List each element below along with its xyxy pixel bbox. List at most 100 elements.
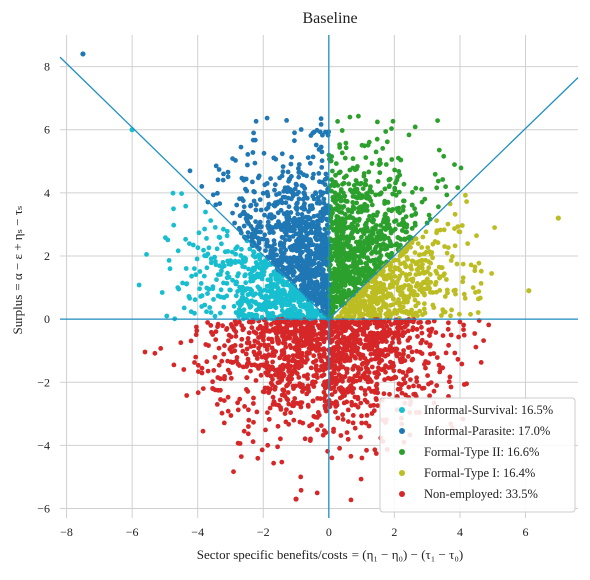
formal-type-i-point bbox=[383, 295, 389, 300]
formal-type-i-point bbox=[412, 250, 418, 256]
informal-survival-point bbox=[287, 290, 293, 296]
informal-survival-point bbox=[253, 260, 259, 265]
non-employed-point bbox=[417, 349, 423, 355]
formal-type-ii-point bbox=[396, 189, 402, 195]
formal-type-ii-point bbox=[333, 278, 339, 283]
non-employed-point bbox=[258, 372, 264, 378]
non-employed-point bbox=[272, 372, 278, 378]
non-employed-point bbox=[195, 362, 201, 368]
formal-type-ii-point bbox=[341, 263, 347, 269]
formal-type-i-point bbox=[376, 297, 382, 303]
non-employed-point bbox=[304, 353, 309, 359]
informal-parasite-point bbox=[276, 257, 282, 263]
informal-parasite-point bbox=[307, 271, 312, 277]
formal-type-i-point bbox=[422, 292, 427, 298]
non-employed-point bbox=[425, 320, 430, 325]
formal-type-ii-point bbox=[354, 200, 359, 206]
formal-type-i-point bbox=[407, 271, 413, 277]
non-employed-point bbox=[246, 330, 252, 336]
non-employed-point bbox=[194, 328, 200, 334]
non-employed-point bbox=[259, 447, 265, 453]
formal-type-i-point bbox=[392, 273, 398, 279]
formal-type-ii-point bbox=[452, 162, 457, 168]
formal-type-i-point bbox=[387, 285, 393, 290]
formal-type-i-point bbox=[394, 281, 400, 286]
informal-parasite-point bbox=[278, 247, 283, 253]
non-employed-point bbox=[486, 322, 492, 328]
non-employed-point bbox=[270, 359, 275, 365]
formal-type-i-point bbox=[461, 291, 467, 297]
legend: Informal-Survival: 16.5% Informal-Parasit… bbox=[379, 397, 576, 513]
formal-type-i-point bbox=[420, 234, 426, 240]
informal-parasite-point bbox=[264, 243, 270, 249]
informal-survival-point bbox=[206, 286, 212, 292]
formal-type-ii-point bbox=[401, 204, 406, 210]
formal-type-ii-point bbox=[378, 223, 383, 228]
non-employed-point bbox=[300, 389, 305, 394]
non-employed-point bbox=[178, 340, 184, 346]
non-employed-point bbox=[277, 397, 283, 403]
informal-parasite-point bbox=[313, 142, 319, 148]
formal-type-i-point bbox=[434, 218, 439, 224]
non-employed-point bbox=[434, 355, 440, 360]
informal-parasite-point bbox=[322, 247, 328, 253]
non-employed-point bbox=[246, 407, 251, 413]
non-employed-point bbox=[269, 339, 275, 345]
formal-type-ii-point bbox=[328, 213, 334, 218]
legend-entry: Non-employed: 33.5% bbox=[424, 487, 538, 501]
informal-parasite-point bbox=[307, 258, 313, 264]
non-employed-point bbox=[409, 357, 415, 363]
formal-type-i-point bbox=[406, 294, 412, 300]
non-employed-point bbox=[319, 358, 324, 364]
non-employed-point bbox=[368, 331, 373, 337]
formal-type-ii-point bbox=[426, 212, 432, 218]
informal-survival-point bbox=[205, 251, 211, 257]
informal-survival-point bbox=[239, 246, 244, 252]
informal-parasite-point bbox=[274, 192, 279, 198]
y-tick-label: 0 bbox=[44, 312, 50, 326]
non-employed-point bbox=[225, 408, 231, 414]
informal-parasite-point bbox=[279, 234, 285, 240]
informal-parasite-point bbox=[300, 196, 306, 202]
formal-type-ii-point bbox=[341, 190, 346, 196]
non-employed-point bbox=[245, 431, 251, 437]
non-employed-point bbox=[298, 320, 303, 326]
informal-survival-point bbox=[247, 304, 253, 310]
non-employed-point bbox=[361, 325, 366, 331]
informal-parasite-point bbox=[297, 273, 303, 279]
formal-type-ii-point bbox=[377, 170, 383, 176]
formal-type-ii-point bbox=[366, 273, 372, 279]
informal-survival-point bbox=[207, 305, 213, 310]
formal-type-ii-point bbox=[363, 220, 369, 226]
non-employed-point bbox=[317, 368, 322, 373]
formal-type-i-point bbox=[358, 290, 363, 295]
informal-survival-point bbox=[221, 304, 227, 310]
formal-type-ii-point bbox=[337, 209, 342, 215]
formal-type-ii-point bbox=[398, 237, 404, 242]
non-employed-point bbox=[193, 354, 199, 360]
informal-parasite-point bbox=[305, 237, 311, 242]
non-employed-point bbox=[282, 411, 288, 416]
formal-type-i-point bbox=[359, 313, 365, 318]
non-employed-point bbox=[461, 322, 466, 328]
informal-survival-point bbox=[232, 258, 238, 264]
informal-parasite-point bbox=[296, 170, 302, 175]
formal-type-i-point bbox=[386, 312, 391, 318]
non-employed-point bbox=[408, 377, 413, 382]
non-employed-point bbox=[253, 378, 259, 383]
formal-type-i-point bbox=[436, 264, 442, 270]
formal-type-i-point bbox=[468, 262, 474, 268]
non-employed-point bbox=[310, 379, 316, 385]
formal-type-ii-point bbox=[412, 206, 417, 212]
formal-type-i-point bbox=[409, 266, 414, 272]
y-tick-label: −4 bbox=[37, 438, 50, 452]
non-employed-point bbox=[263, 326, 269, 331]
non-employed-point bbox=[309, 422, 315, 427]
informal-parasite-point bbox=[323, 282, 328, 287]
formal-type-ii-point bbox=[370, 216, 376, 222]
formal-type-ii-point bbox=[341, 249, 347, 255]
formal-type-ii-point bbox=[330, 286, 336, 291]
formal-type-ii-point bbox=[409, 226, 415, 231]
formal-type-i-point bbox=[426, 265, 432, 271]
informal-survival-point bbox=[201, 247, 206, 253]
